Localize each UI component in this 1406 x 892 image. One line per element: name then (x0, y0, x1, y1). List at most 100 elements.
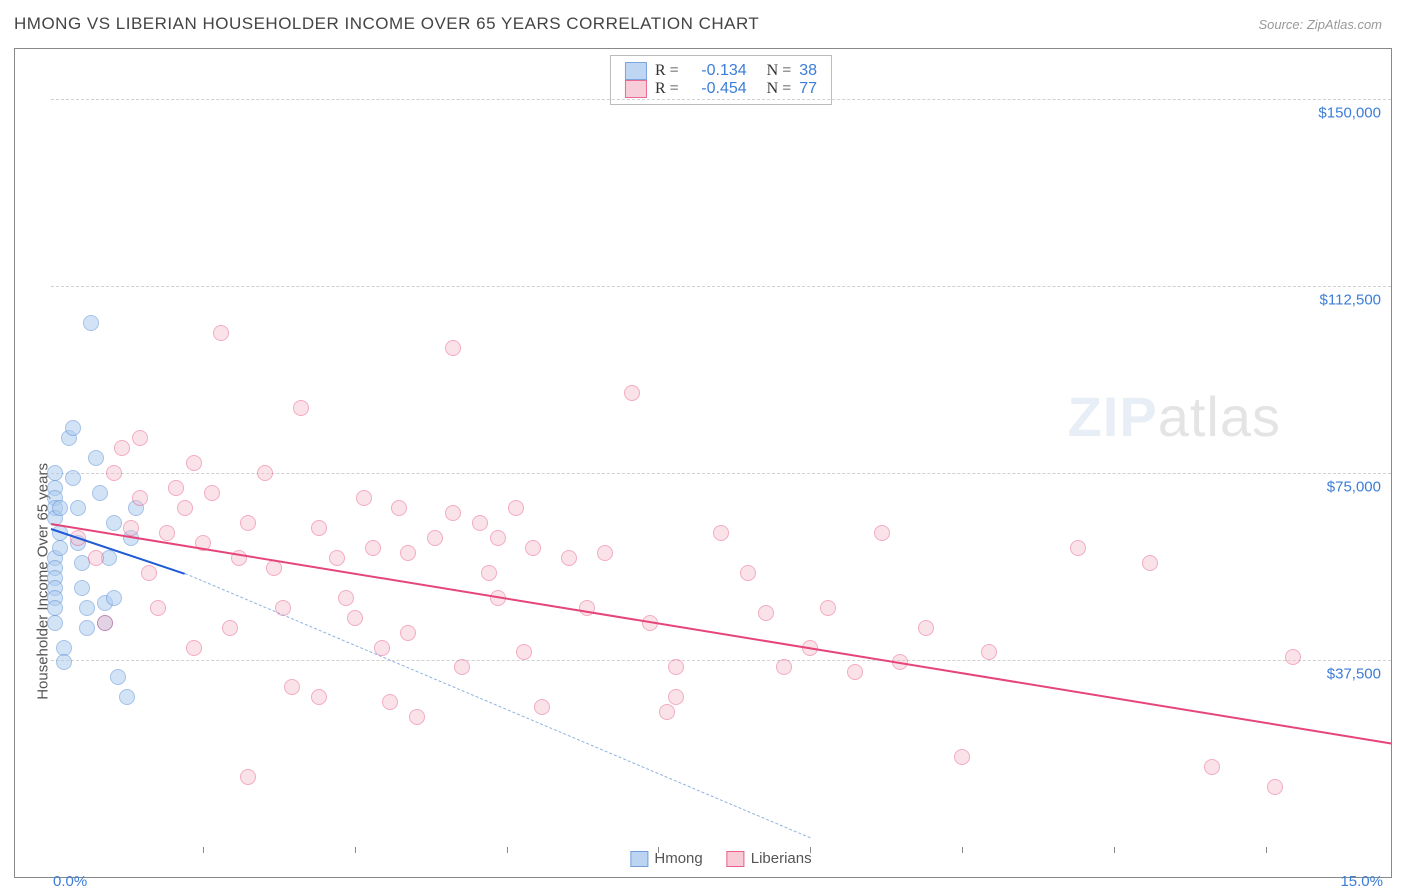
data-point (168, 480, 184, 496)
data-point (713, 525, 729, 541)
data-point (159, 525, 175, 541)
data-point (1070, 540, 1086, 556)
x-tick (507, 847, 508, 853)
data-point (88, 450, 104, 466)
data-point (954, 749, 970, 765)
x-tick (1114, 847, 1115, 853)
data-point (240, 515, 256, 531)
data-point (472, 515, 488, 531)
data-point (481, 565, 497, 581)
legend-r-label: R = (655, 62, 679, 80)
data-point (1204, 759, 1220, 775)
legend-swatch (625, 80, 647, 98)
data-point (47, 600, 63, 616)
watermark: ZIPatlas (1068, 384, 1281, 449)
data-point (83, 315, 99, 331)
x-axis-min: 0.0% (53, 873, 87, 890)
x-tick (962, 847, 963, 853)
data-point (1267, 779, 1283, 795)
data-point (365, 540, 381, 556)
data-point (740, 565, 756, 581)
data-point (874, 525, 890, 541)
legend-item: Hmong (630, 850, 702, 867)
data-point (338, 590, 354, 606)
data-point (445, 340, 461, 356)
data-point (56, 654, 72, 670)
data-point (186, 640, 202, 656)
data-point (981, 644, 997, 660)
legend-item: Liberians (727, 850, 812, 867)
data-point (65, 420, 81, 436)
data-point (56, 640, 72, 656)
legend-row: R = -0.454 N = 77 (625, 80, 817, 98)
data-point (311, 520, 327, 536)
data-point (222, 620, 238, 636)
data-point (177, 500, 193, 516)
data-point (409, 709, 425, 725)
data-point (776, 659, 792, 675)
data-point (123, 520, 139, 536)
data-point (347, 610, 363, 626)
data-point (132, 430, 148, 446)
data-point (293, 400, 309, 416)
data-point (141, 565, 157, 581)
data-point (204, 485, 220, 501)
data-point (106, 465, 122, 481)
data-point (400, 545, 416, 561)
data-point (79, 600, 95, 616)
data-point (597, 545, 613, 561)
gridline (51, 660, 1391, 661)
data-point (88, 550, 104, 566)
data-point (382, 694, 398, 710)
legend-r-value: -0.454 (687, 80, 747, 98)
data-point (534, 699, 550, 715)
data-point (311, 689, 327, 705)
legend-n-value: 38 (799, 62, 817, 80)
legend-n-value: 77 (799, 80, 817, 98)
x-tick (1266, 847, 1267, 853)
data-point (454, 659, 470, 675)
data-point (329, 550, 345, 566)
legend-label: Liberians (751, 850, 812, 867)
legend-r-label: R = (655, 80, 679, 98)
legend-label: Hmong (654, 850, 702, 867)
regression-line (51, 523, 1391, 744)
legend-n-label: N = (767, 80, 792, 98)
data-point (525, 540, 541, 556)
data-point (79, 620, 95, 636)
data-point (356, 490, 372, 506)
data-point (820, 600, 836, 616)
data-point (106, 515, 122, 531)
source-label: Source: ZipAtlas.com (1258, 17, 1382, 32)
legend-r-value: -0.134 (687, 62, 747, 80)
data-point (240, 769, 256, 785)
chart-title: HMONG VS LIBERIAN HOUSEHOLDER INCOME OVE… (14, 14, 759, 34)
data-point (150, 600, 166, 616)
data-point (668, 659, 684, 675)
data-point (92, 485, 108, 501)
data-point (186, 455, 202, 471)
data-point (427, 530, 443, 546)
data-point (213, 325, 229, 341)
data-point (918, 620, 934, 636)
legend-swatch (630, 851, 648, 867)
data-point (624, 385, 640, 401)
data-point (47, 465, 63, 481)
data-point (74, 580, 90, 596)
data-point (119, 689, 135, 705)
y-tick-label: $150,000 (1318, 104, 1381, 121)
plot-area: ZIPatlas R =-0.134N =38R =-0.454N =77 $3… (51, 49, 1391, 847)
data-point (132, 490, 148, 506)
data-point (257, 465, 273, 481)
regression-dash (185, 573, 811, 838)
gridline (51, 99, 1391, 100)
data-point (400, 625, 416, 641)
x-axis-max: 15.0% (1340, 873, 1383, 890)
data-point (1142, 555, 1158, 571)
chart-container: Householder Income Over 65 years ZIPatla… (14, 48, 1392, 878)
data-point (52, 540, 68, 556)
x-tick (203, 847, 204, 853)
data-point (490, 530, 506, 546)
data-point (52, 500, 68, 516)
data-point (445, 505, 461, 521)
